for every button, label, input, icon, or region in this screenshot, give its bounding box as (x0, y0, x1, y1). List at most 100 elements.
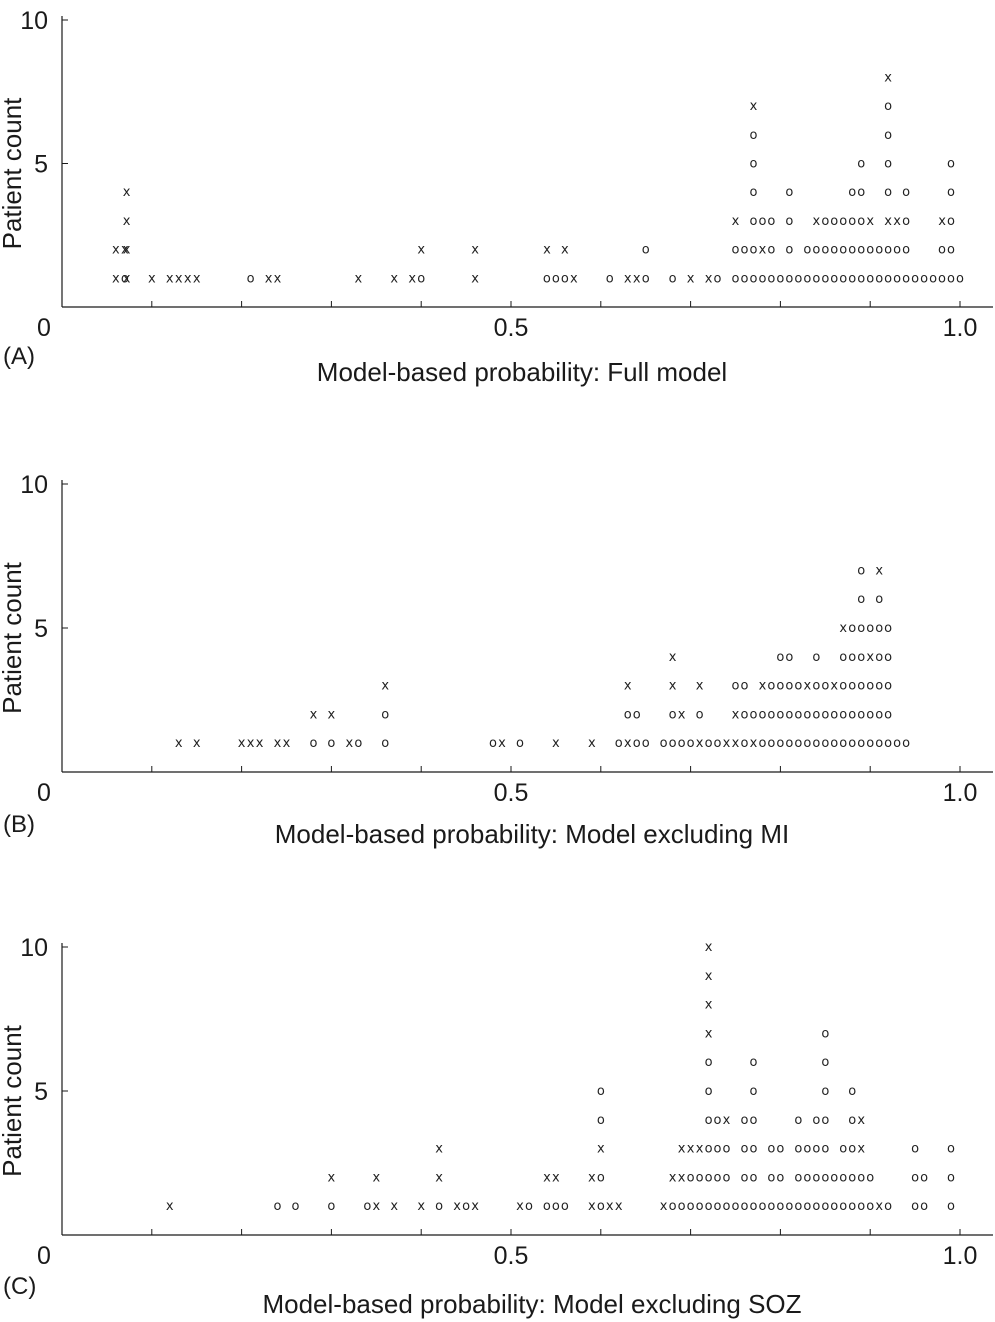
data-mark-x: x (938, 214, 946, 229)
data-mark-o: o (812, 1170, 820, 1185)
data-mark-o: o (812, 679, 820, 694)
data-mark-o: o (642, 243, 650, 258)
data-mark-x: x (256, 736, 264, 751)
data-mark-o: o (848, 1170, 856, 1185)
data-mark-o: o (830, 214, 838, 229)
data-mark-x: x (390, 1199, 398, 1214)
x-tick-label: 0 (37, 314, 51, 342)
data-mark-o: o (857, 271, 865, 286)
data-mark-o: o (839, 1170, 847, 1185)
data-mark-o: o (812, 736, 820, 751)
data-mark-o: o (749, 214, 757, 229)
data-mark-o: o (848, 707, 856, 722)
data-mark-o: o (705, 1084, 713, 1099)
y-axis-label: Patient count (0, 1024, 27, 1177)
data-mark-o: o (866, 243, 874, 258)
data-mark-x: x (283, 736, 291, 751)
data-mark-o: o (767, 679, 775, 694)
data-mark-x: x (372, 1199, 380, 1214)
data-mark-x: x (238, 736, 246, 751)
data-mark-o: o (749, 707, 757, 722)
data-mark-x: x (687, 271, 695, 286)
data-mark-x: x (112, 243, 120, 258)
data-mark-o: o (875, 707, 883, 722)
data-mark-o: o (821, 1084, 829, 1099)
data-mark-o: o (884, 128, 892, 143)
data-mark-o: o (857, 1170, 865, 1185)
data-mark-o: o (489, 736, 497, 751)
data-mark-o: o (947, 243, 955, 258)
y-axis-label: Patient count (0, 561, 27, 714)
data-mark-o: o (749, 1142, 757, 1157)
x-tick-label: 0.5 (494, 1242, 529, 1270)
data-mark-o: o (597, 1170, 605, 1185)
data-mark-x: x (166, 271, 174, 286)
data-mark-o: o (274, 1199, 282, 1214)
data-mark-o: o (705, 736, 713, 751)
data-mark-x: x (696, 1142, 704, 1157)
data-mark-x: x (166, 1199, 174, 1214)
data-mark-x: x (123, 271, 131, 286)
data-mark-o: o (857, 243, 865, 258)
data-mark-o: o (669, 1199, 677, 1214)
data-mark-o: o (812, 243, 820, 258)
data-mark-o: o (839, 707, 847, 722)
data-mark-o: o (776, 707, 784, 722)
data-mark-o: o (803, 1170, 811, 1185)
data-mark-x: x (381, 679, 389, 694)
data-mark-o: o (839, 271, 847, 286)
data-mark-o: o (857, 621, 865, 636)
data-mark-o: o (884, 707, 892, 722)
data-mark-x: x (435, 1170, 443, 1185)
data-mark-o: o (821, 1026, 829, 1041)
data-mark-o: o (776, 736, 784, 751)
panel-2: 0 0.5 1.0 5 10 Patient count (C) Model-based pr… (0, 934, 993, 1319)
data-mark-o: o (785, 243, 793, 258)
data-mark-x: x (453, 1199, 461, 1214)
data-mark-o: o (740, 243, 748, 258)
data-mark-o: o (767, 271, 775, 286)
data-mark-o: o (597, 1199, 605, 1214)
data-mark-x: x (193, 736, 201, 751)
data-mark-x: x (552, 1170, 560, 1185)
data-mark-o: o (812, 1199, 820, 1214)
data-mark-o: o (785, 185, 793, 200)
data-mark-x: x (588, 736, 596, 751)
data-mark-o: o (749, 1170, 757, 1185)
data-mark-o: o (740, 1142, 748, 1157)
data-mark-o: o (848, 1113, 856, 1128)
data-mark-o: o (866, 736, 874, 751)
data-mark-o: o (857, 157, 865, 172)
data-mark-x: x (723, 1113, 731, 1128)
data-mark-o: o (830, 707, 838, 722)
data-mark-o: o (893, 271, 901, 286)
data-mark-o: o (857, 1199, 865, 1214)
data-mark-o: o (758, 1199, 766, 1214)
data-mark-o: o (884, 185, 892, 200)
data-mark-x: x (148, 271, 156, 286)
data-mark-x: x (866, 650, 874, 665)
data-mark-o: o (893, 736, 901, 751)
data-mark-x: x (687, 1142, 695, 1157)
data-mark-o: o (597, 1084, 605, 1099)
data-mark-o: o (794, 271, 802, 286)
data-mark-x: x (678, 707, 686, 722)
data-mark-o: o (309, 736, 317, 751)
data-mark-o: o (821, 243, 829, 258)
data-mark-x: x (175, 736, 183, 751)
data-mark-o: o (920, 1199, 928, 1214)
data-mark-o: o (363, 1199, 371, 1214)
data-mark-o: o (866, 271, 874, 286)
data-mark-o: o (606, 271, 614, 286)
data-mark-o: o (696, 1199, 704, 1214)
data-mark-o: o (830, 271, 838, 286)
y-tick-label: 5 (34, 1078, 48, 1106)
data-mark-o: o (875, 736, 883, 751)
data-mark-o: o (812, 1113, 820, 1128)
data-mark-x: x (570, 271, 578, 286)
data-mark-x: x (857, 1113, 865, 1128)
data-mark-o: o (902, 185, 910, 200)
data-mark-o: o (821, 707, 829, 722)
data-mark-x: x (830, 679, 838, 694)
data-mark-x: x (669, 1170, 677, 1185)
